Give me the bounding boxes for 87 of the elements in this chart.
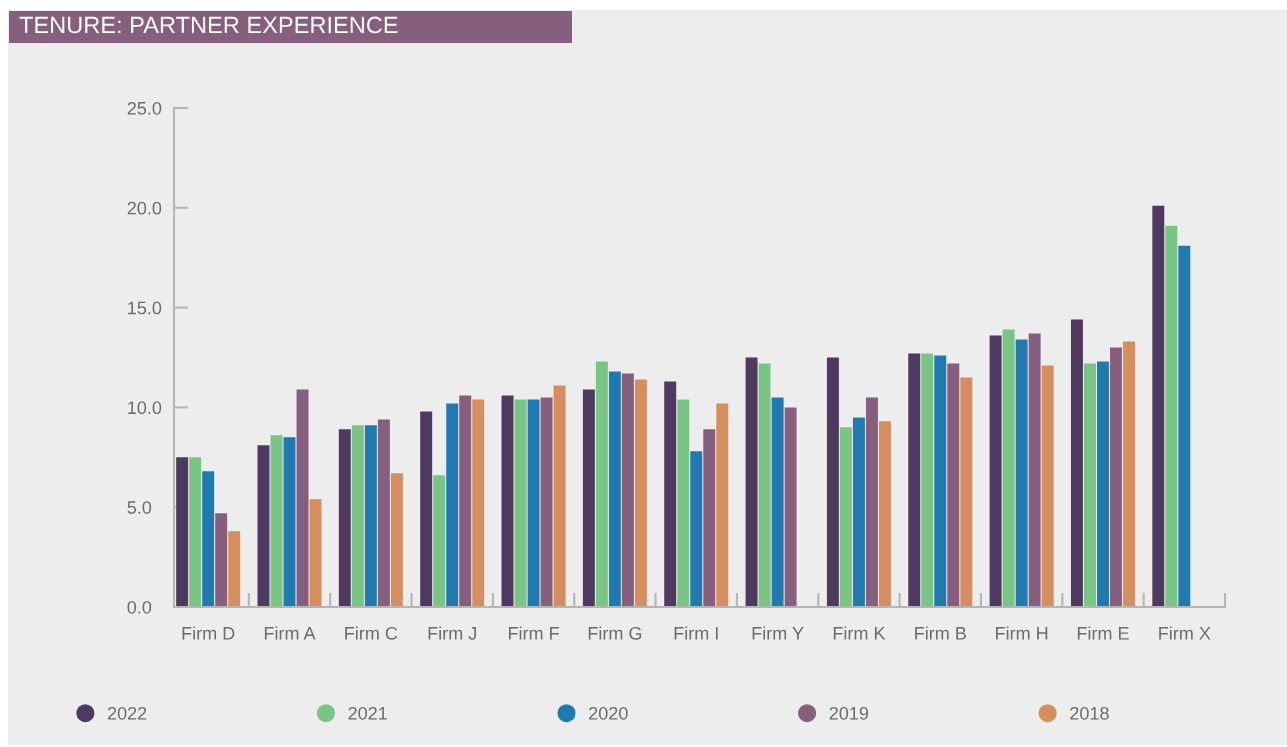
bar xyxy=(865,397,878,607)
x-tick-label: Firm K xyxy=(833,626,886,640)
y-tick-label: 25.0 xyxy=(127,101,162,115)
bar xyxy=(202,471,215,607)
bar xyxy=(1178,245,1191,607)
bar xyxy=(228,531,241,607)
x-tick-label: Firm J xyxy=(428,626,476,640)
y-tick-label: 15.0 xyxy=(128,301,162,315)
y-tick-label: 10.0 xyxy=(128,401,162,415)
bar xyxy=(1110,347,1122,607)
legend-label: 2021 xyxy=(348,706,387,720)
bar xyxy=(364,425,377,607)
bar xyxy=(390,473,403,607)
x-tick-label: Firm A xyxy=(264,626,316,640)
bar xyxy=(703,429,716,607)
bar xyxy=(582,389,595,607)
x-tick-label: Firm F xyxy=(508,626,559,640)
bar xyxy=(283,437,296,607)
bar xyxy=(677,399,690,607)
x-tick-label: Firm G xyxy=(588,626,642,640)
x-tick-label: Firm H xyxy=(996,626,1048,640)
x-tick-label: Firm Y xyxy=(752,626,804,640)
bar xyxy=(472,399,485,607)
bar xyxy=(377,419,390,607)
bar xyxy=(540,397,553,607)
bar xyxy=(553,385,566,607)
bar xyxy=(1165,225,1178,607)
bar xyxy=(527,399,540,607)
bar xyxy=(664,381,677,607)
bar xyxy=(908,353,921,607)
bar xyxy=(338,429,351,607)
legend-label: 2022 xyxy=(107,706,147,720)
bar xyxy=(433,475,446,607)
bar xyxy=(771,397,784,607)
x-tick-label: Firm D xyxy=(182,626,235,640)
bar xyxy=(1015,339,1028,607)
bar xyxy=(1028,333,1041,607)
x-tick-label: Firm B xyxy=(915,626,966,640)
bar xyxy=(1002,329,1015,607)
y-tick-label: 0.0 xyxy=(127,600,152,614)
x-tick-label: Firm X xyxy=(1159,626,1211,640)
x-tick-label: Firm C xyxy=(345,626,398,640)
legend-label: 2019 xyxy=(829,706,869,720)
bar xyxy=(989,335,1002,607)
bar xyxy=(1152,205,1165,607)
bar xyxy=(716,403,729,607)
bar xyxy=(309,499,322,607)
bar xyxy=(176,457,189,607)
bar xyxy=(934,355,947,607)
bar xyxy=(189,457,202,607)
bar xyxy=(1041,365,1054,607)
bar xyxy=(839,427,852,607)
bar xyxy=(1123,341,1135,607)
x-tick-label: Firm E xyxy=(1077,626,1129,640)
bar xyxy=(947,363,960,607)
bar xyxy=(634,379,647,607)
legend-label: 2018 xyxy=(1070,706,1109,720)
bar xyxy=(257,445,270,607)
bar xyxy=(921,353,934,607)
bar xyxy=(446,403,459,607)
x-tick-label: Firm I xyxy=(674,626,718,640)
chart-title: TENURE: PARTNER EXPERIENCE xyxy=(19,16,398,34)
bar xyxy=(215,513,228,607)
bar xyxy=(878,421,891,607)
bar xyxy=(1097,361,1109,607)
bar xyxy=(784,407,797,607)
bar xyxy=(690,451,703,607)
bar xyxy=(1083,363,1096,607)
bar xyxy=(595,361,608,607)
legend-label: 2020 xyxy=(589,706,628,720)
y-tick-label: 5.0 xyxy=(127,501,152,514)
bar xyxy=(420,411,433,607)
bar xyxy=(608,371,621,607)
bar xyxy=(296,389,309,607)
bar xyxy=(826,357,839,607)
bar xyxy=(459,395,472,607)
bar xyxy=(1070,319,1083,607)
bar xyxy=(960,377,973,607)
bar xyxy=(270,435,283,607)
bar xyxy=(758,363,771,607)
y-tick-label: 20.0 xyxy=(127,201,162,215)
bar xyxy=(501,395,514,607)
bar xyxy=(745,357,758,607)
bar xyxy=(852,417,865,607)
bar xyxy=(621,373,634,607)
bar xyxy=(514,399,527,607)
bar xyxy=(351,425,364,607)
